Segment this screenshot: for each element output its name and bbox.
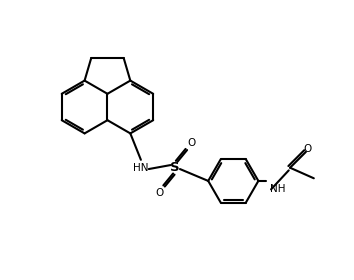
- Text: O: O: [187, 138, 195, 148]
- Text: O: O: [155, 188, 164, 198]
- Text: NH: NH: [270, 184, 286, 194]
- Text: S: S: [170, 161, 180, 174]
- Text: O: O: [303, 144, 311, 154]
- Text: HN: HN: [133, 163, 149, 173]
